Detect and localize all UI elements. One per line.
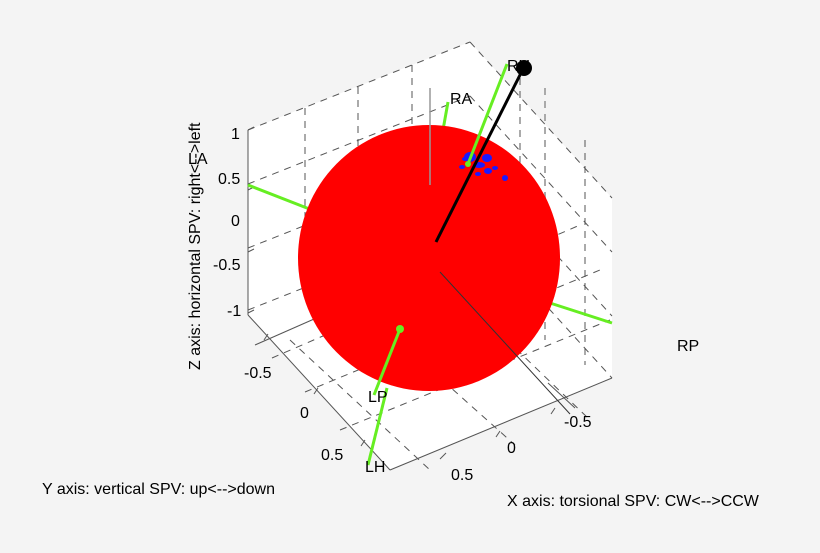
z-tick-0-5: 0.5 xyxy=(218,171,241,188)
canal-line-la xyxy=(247,183,313,212)
canal-label-lp: LP xyxy=(368,389,388,406)
canal-line-rp xyxy=(549,301,613,325)
canal-line-lh xyxy=(366,387,389,466)
z-tick-neg-0-5: -0.5 xyxy=(213,257,241,274)
canal-line-rh xyxy=(466,63,509,165)
canal-label-rh: RH xyxy=(507,58,531,75)
x-tick-0: 0 xyxy=(507,440,516,457)
x-axis-label: X axis: torsional SPV: CW<-->CCW xyxy=(507,493,759,510)
canal-label-ra: RA xyxy=(450,91,473,108)
canal-label-la: LA xyxy=(188,151,208,168)
response-vector-endpoint xyxy=(516,60,532,76)
canal-point-lp xyxy=(396,325,404,333)
sphere xyxy=(298,125,560,391)
canal-line-lp xyxy=(372,328,402,396)
z-axis-label: Z axis: horizontal SPV: right<-->left xyxy=(187,122,204,370)
y-tick-neg-0-5: -0.5 xyxy=(244,365,272,382)
z-tick-neg-1: -1 xyxy=(227,303,242,320)
canal-label-lh: LH xyxy=(365,459,386,476)
response-vector-line xyxy=(434,68,525,243)
tick-marks xyxy=(247,126,556,460)
y-axis-label: Y axis: vertical SPV: up<-->down xyxy=(42,481,275,498)
canal-label-rp: RP xyxy=(677,338,700,355)
x-tick-neg-0-5: -0.5 xyxy=(564,414,592,431)
canal-line-ra xyxy=(441,101,450,131)
x-tick-0-5: 0.5 xyxy=(451,467,474,484)
z-tick-1: 1 xyxy=(231,126,240,143)
canal-point-rh xyxy=(465,161,471,167)
y-tick-0-5: 0.5 xyxy=(321,447,344,464)
z-tick-0: 0 xyxy=(231,213,240,230)
y-tick-0: 0 xyxy=(300,405,309,422)
axis-line-through-sphere xyxy=(439,271,571,415)
